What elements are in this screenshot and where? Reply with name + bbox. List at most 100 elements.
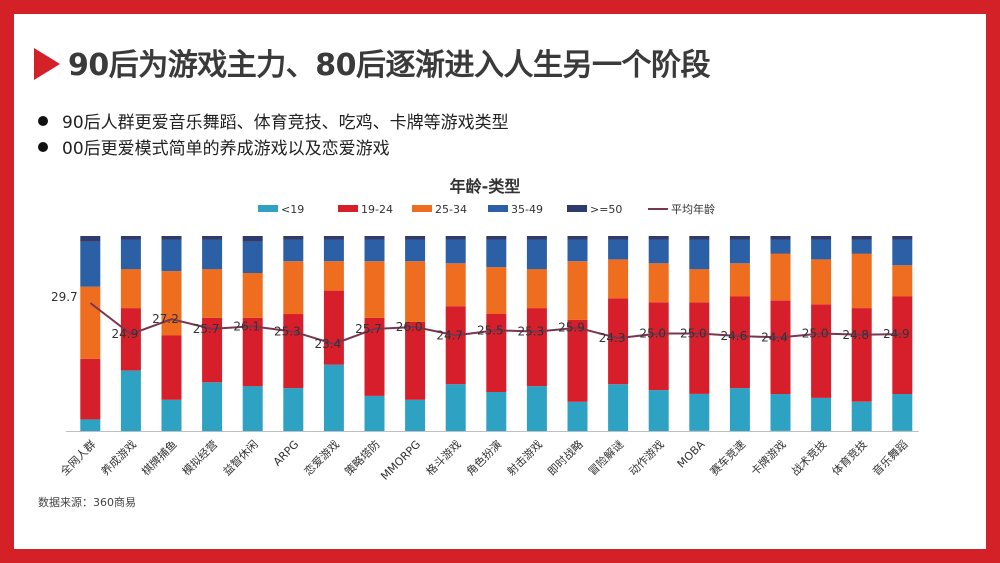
bar-segment	[729, 236, 750, 240]
bar-segment	[161, 335, 182, 400]
bar-segment	[364, 236, 385, 240]
avg-age-data-label: 29.7	[51, 290, 78, 304]
bar-segment	[161, 239, 182, 272]
bar-segment	[892, 296, 913, 394]
bar-segment	[364, 261, 385, 318]
x-tick-label: 养成游戏	[98, 437, 139, 478]
avg-age-data-label: 24.3	[599, 331, 626, 345]
bar-segment	[567, 239, 588, 262]
bar-segment	[405, 236, 426, 240]
bar-segment	[202, 239, 223, 270]
bar-segment	[648, 236, 669, 240]
bar-segment	[851, 236, 872, 240]
bar-segment	[120, 269, 141, 309]
bar-segment	[567, 261, 588, 320]
bar-segment	[120, 239, 141, 270]
legend-label: >=50	[590, 203, 622, 216]
bar-segment	[283, 388, 304, 431]
bar-segment	[323, 261, 344, 291]
legend-swatch	[488, 205, 508, 212]
bar-segment	[283, 236, 304, 240]
avg-age-data-label: 24.4	[761, 330, 788, 344]
bar-segment	[323, 236, 344, 240]
x-tick-label: 射击游戏	[504, 437, 545, 478]
avg-age-data-label: 26.1	[233, 319, 260, 333]
bar-segment	[486, 314, 507, 392]
avg-age-data-label: 25.3	[274, 325, 301, 339]
bar-segment	[729, 263, 750, 297]
avg-age-line	[89, 302, 903, 345]
x-tick-label: 音乐舞蹈	[869, 437, 910, 478]
avg-age-data-label: 27.2	[152, 312, 179, 326]
bar-segment	[526, 308, 547, 387]
legend-label: 平均年龄	[671, 202, 715, 216]
bar-segment	[283, 261, 304, 315]
bar-segment	[323, 239, 344, 262]
x-tick-label: 益智休闲	[220, 437, 261, 478]
x-tick-label: 格斗游戏	[423, 437, 464, 478]
bar-segment	[689, 236, 710, 240]
bullet-text: 00后更爱模式简单的养成游戏以及恋爱游戏	[62, 139, 390, 159]
bar-segment	[851, 308, 872, 402]
bar-segment	[486, 236, 507, 240]
legend-swatch	[412, 205, 432, 212]
x-tick-label: 赛车竞速	[707, 437, 748, 478]
avg-age-data-label: 25.0	[802, 327, 829, 341]
x-tick-label: 卡牌游戏	[748, 437, 789, 478]
bar-segment	[202, 382, 223, 432]
avg-age-data-label: 25.7	[193, 322, 220, 336]
bar-segment	[729, 239, 750, 264]
bar-segment	[567, 319, 588, 402]
bar-segment	[80, 358, 101, 420]
x-tick-label: 恋爱游戏	[301, 437, 342, 478]
x-tick-label: 策略塔防	[342, 437, 383, 478]
bar-segment	[608, 384, 629, 431]
bar-segment	[202, 269, 223, 318]
page-title: 90后为游戏主力、80后逐渐进入人生另一个阶段	[68, 48, 711, 83]
bar-segment	[364, 395, 385, 431]
bar-segment	[892, 239, 913, 266]
x-tick-label: 动作游戏	[627, 438, 667, 478]
bar-segment	[323, 290, 344, 365]
x-tick-label: MOBA	[675, 438, 708, 471]
bullet-dot-icon	[38, 142, 48, 152]
x-tick-label: 角色扮演	[463, 437, 504, 478]
bar-segment	[323, 364, 344, 431]
avg-age-data-label: 26.0	[396, 320, 423, 334]
avg-age-data-label: 25.7	[355, 322, 382, 336]
bar-segment	[445, 263, 466, 307]
legend-swatch	[567, 205, 587, 212]
bar-segment	[770, 253, 791, 301]
bar-segment	[526, 386, 547, 431]
bar-segment	[80, 286, 101, 359]
bar-segment	[689, 239, 710, 270]
bar-segment	[445, 306, 466, 385]
bullet-item: 00后更爱模式简单的养成游戏以及恋爱游戏	[38, 134, 390, 159]
bar-segment	[445, 236, 466, 240]
x-tick-label: 体育竞技	[829, 437, 870, 478]
bar-segment	[608, 259, 629, 299]
title-triangle-icon	[34, 48, 60, 80]
bar-segment	[242, 273, 263, 318]
avg-age-data-label: 23.4	[315, 337, 342, 351]
bar-segment	[851, 401, 872, 432]
bullet-item: 90后人群更爱音乐舞蹈、体育竞技、吃鸡、卡牌等游戏类型	[38, 108, 509, 133]
avg-age-data-label: 25.9	[558, 321, 585, 335]
bar-segment	[526, 269, 547, 309]
bar-segment	[202, 236, 223, 240]
legend-swatch	[258, 205, 278, 212]
bar-segment	[729, 296, 750, 389]
bar-segment	[405, 399, 426, 431]
bar-segment	[729, 388, 750, 431]
bar-segment	[486, 239, 507, 268]
bar-segment	[242, 386, 263, 431]
x-tick-label: 全网人群	[57, 437, 98, 478]
bar-segment	[120, 370, 141, 432]
x-tick-label: 模拟经营	[179, 437, 220, 478]
bar-segment	[445, 239, 466, 264]
bar-segment	[202, 317, 223, 383]
bar-segment	[486, 267, 507, 314]
bar-segment	[608, 239, 629, 260]
bar-segment	[689, 302, 710, 394]
